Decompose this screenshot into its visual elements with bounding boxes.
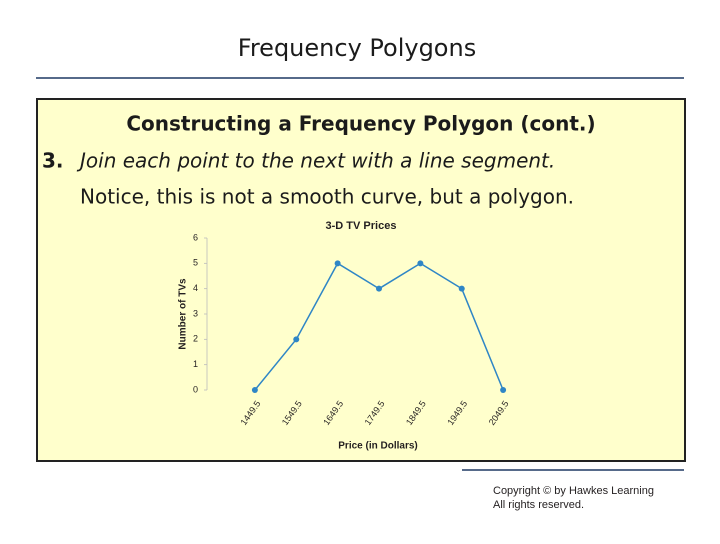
y-tick-label: 5 (193, 258, 198, 268)
y-axis-label: Number of TVs (178, 278, 189, 350)
point (376, 285, 382, 292)
y-tick-label: 1 (193, 359, 198, 369)
chart-title: 3-D TV Prices (326, 220, 397, 232)
point (293, 336, 300, 343)
copyright: All rights reserved. (493, 499, 584, 511)
point (417, 260, 424, 267)
copyright: Copyright © by Hawkes Learning (493, 485, 654, 497)
point (334, 260, 341, 267)
step-text: Join each point to the next with a line … (76, 149, 555, 173)
point (500, 387, 507, 393)
note: Notice, this is not a smooth curve, but … (80, 185, 574, 209)
point (251, 387, 258, 393)
slide-title: Frequency Polygons (238, 34, 476, 62)
content-box (36, 98, 686, 462)
step-number: 3. (42, 149, 64, 173)
point (458, 285, 465, 292)
y-tick-label: 6 (193, 232, 198, 242)
y-tick-label: 0 (193, 384, 198, 394)
x-axis-label: Price (in Dollars) (338, 441, 417, 452)
y-tick-label: 4 (193, 283, 198, 293)
heading: Constructing a Frequency Polygon (cont.) (126, 112, 595, 136)
y-tick-label: 3 (193, 308, 198, 318)
y-tick-label: 2 (193, 334, 198, 344)
